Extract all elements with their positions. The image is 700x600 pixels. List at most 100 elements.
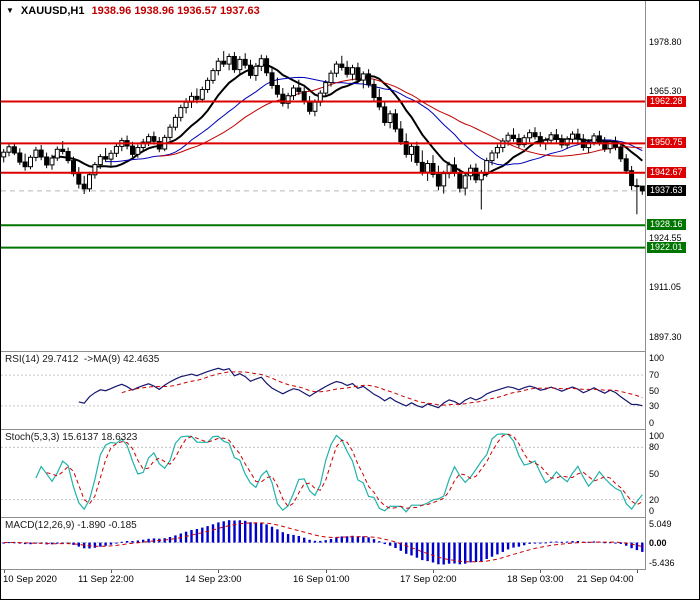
time-tick: [4, 570, 5, 573]
macd-panel[interactable]: MACD(12,26,9) -1.890 -0.185: [1, 518, 645, 569]
candle-body: [618, 146, 624, 160]
macd-bar: [619, 542, 622, 544]
candle-body: [344, 66, 350, 75]
stoch-axis-label: 100: [649, 431, 665, 441]
candle-body: [553, 134, 559, 141]
macd-bar: [544, 542, 547, 544]
candle-body: [623, 158, 629, 172]
macd-bar: [211, 524, 215, 543]
candle-body: [323, 82, 329, 94]
candle-body: [639, 185, 645, 192]
macd-signal-line: [3, 522, 643, 563]
candle-body: [521, 137, 527, 146]
macd-bar: [394, 542, 397, 548]
macd-bar: [238, 520, 241, 543]
time-axis-label: 17 Sep 02:00: [400, 574, 457, 585]
candle-body: [242, 58, 248, 66]
support-price-badge: 1928.16: [647, 219, 686, 230]
macd-bar: [480, 542, 483, 561]
macd-bar: [72, 542, 75, 545]
stochastic-canvas[interactable]: [1, 430, 645, 517]
macd-bar: [571, 541, 574, 543]
macd-bar: [437, 542, 440, 565]
candle-body: [108, 152, 114, 160]
macd-bar: [329, 539, 333, 543]
rsi-panel[interactable]: RSI(14) 29.7412 ->MA(9) 42.4635: [1, 352, 645, 429]
candle-body: [307, 100, 313, 112]
candle-body: [350, 67, 355, 75]
macd-bar: [281, 532, 284, 543]
candle-body: [419, 161, 425, 173]
candle-body: [629, 170, 635, 187]
candle-body: [146, 136, 152, 143]
candle-body: [28, 156, 33, 168]
macd-bar: [222, 521, 225, 543]
macd-bar: [587, 541, 590, 543]
candle-body: [103, 156, 109, 160]
stoch-axis-label: 20: [649, 495, 660, 505]
candle-body: [328, 72, 334, 84]
candle-body: [559, 139, 565, 146]
candle-body: [130, 145, 135, 155]
candle-body: [221, 60, 227, 65]
candle-body: [301, 91, 307, 102]
candle-body: [382, 106, 388, 124]
macd-bar: [168, 537, 172, 543]
candle-body: [44, 156, 50, 166]
rsi-line: [78, 367, 643, 409]
candle-body: [457, 172, 463, 189]
current-price-badge: 1937.63: [647, 185, 686, 196]
macd-bar: [254, 522, 258, 543]
macd-bar: [184, 531, 188, 543]
time-axis-label: 11 Sep 22:00: [78, 574, 134, 585]
resistance-price-badge: 1950.75: [647, 137, 686, 148]
candle-body: [6, 146, 12, 153]
stochastic-indicator-label: Stoch(5,3,3) 15.6137 18.6323: [5, 432, 138, 443]
main-chart-canvas[interactable]: [1, 1, 645, 351]
macd-bar: [120, 541, 123, 543]
macd-bar: [566, 541, 569, 543]
time-axis-label: 10 Sep 2020: [3, 574, 57, 585]
panel-separator[interactable]: [1, 569, 699, 570]
candle-body: [274, 85, 280, 95]
price-axis-label: 1924.55: [649, 233, 682, 243]
candle-body: [210, 70, 216, 81]
macd-bar: [227, 520, 231, 543]
macd-bar: [388, 542, 392, 546]
panel-separator[interactable]: [1, 351, 699, 352]
macd-canvas[interactable]: [1, 518, 645, 569]
main-chart-panel[interactable]: ▼ XAUUSD,H1 1938.96 1938.96 1936.57 1937…: [1, 1, 645, 351]
resistance-price-badge: 1942.67: [647, 167, 686, 178]
candle-body: [575, 133, 581, 140]
candle-body: [511, 134, 516, 139]
rsi-canvas[interactable]: [1, 352, 645, 429]
candle-body: [333, 63, 339, 74]
macd-axis-label: -5.436: [649, 558, 675, 568]
macd-bar: [104, 542, 107, 546]
macd-bar: [474, 542, 478, 562]
panel-separator[interactable]: [1, 517, 699, 518]
macd-bar: [641, 542, 644, 552]
time-tick: [540, 570, 541, 573]
macd-bar: [93, 542, 97, 548]
macd-indicator-label: MACD(12,26,9) -1.890 -0.185: [5, 520, 137, 531]
macd-axis-label: 5.049: [649, 519, 672, 529]
macd-bar: [313, 540, 317, 543]
price-axis[interactable]: 1978.80 1965.30 1924.55 1911.05 1897.30 1962.…: [646, 1, 699, 599]
candle-body: [199, 89, 205, 100]
macd-bar: [29, 542, 32, 545]
macd-bar: [66, 542, 70, 544]
macd-bar: [77, 542, 80, 547]
time-axis[interactable]: 10 Sep 2020 11 Sep 22:00 14 Sep 23:00 16 Se…: [1, 570, 645, 599]
macd-bar: [324, 540, 327, 543]
chart-dropdown-icon[interactable]: ▼: [6, 6, 14, 15]
macd-bar: [147, 538, 150, 543]
candle-body: [548, 134, 554, 141]
stochastic-panel[interactable]: Stoch(5,3,3) 15.6137 18.6323: [1, 430, 645, 517]
macd-bar: [490, 542, 494, 557]
candle-body: [231, 56, 237, 71]
candle-body: [183, 101, 189, 109]
macd-bar: [431, 542, 435, 563]
macd-bar: [206, 526, 209, 543]
panel-separator[interactable]: [1, 429, 699, 430]
